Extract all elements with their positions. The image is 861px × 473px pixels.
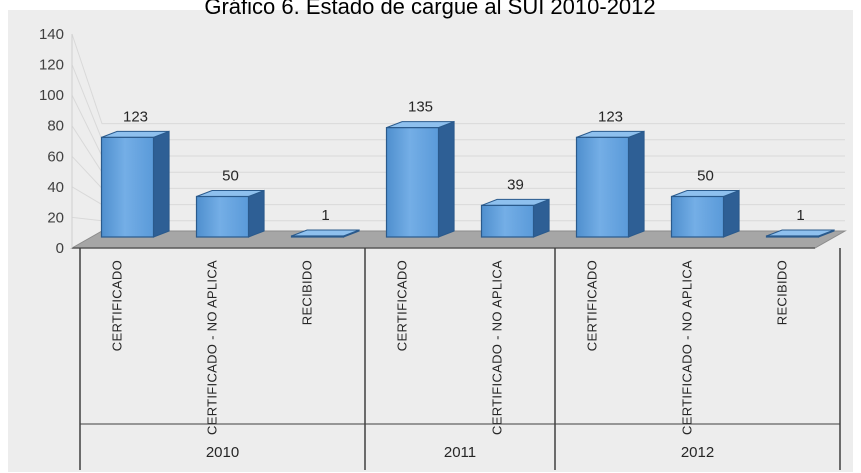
bar-side [628,130,645,238]
data-label: 123 [123,108,148,125]
bar [765,229,835,238]
data-label: 123 [598,108,623,125]
data-label: 39 [507,176,524,193]
data-labels: 123 50 1 135 39 123 50 1 [123,99,805,224]
x-category-label: RECIBIDO [775,260,790,325]
bar [480,198,550,238]
bar-front [385,127,440,238]
y-tick-label: 0 [56,240,64,257]
x-category-label: CERTIFICADO [395,260,410,351]
bar-front [575,136,630,238]
bar [290,229,360,238]
x-group-label: 2012 [681,444,714,461]
y-tick-label: 60 [47,148,64,165]
bar-side [723,189,740,238]
bars [100,120,835,238]
y-tick-label: 100 [39,87,64,104]
y-tick-label: 140 [39,26,64,43]
title-background [0,0,861,10]
x-category-label: CERTIFICADO - NO APLICA [205,260,220,435]
bar-front [290,235,345,238]
x-category-label: RECIBIDO [300,260,315,325]
chart-floor [70,230,847,249]
x-group-label: 2011 [444,444,476,461]
chart-title: Gráfico 6. Estado de cargue al SUI 2010-… [204,0,655,19]
data-label: 50 [222,168,239,185]
x-category-label: CERTIFICADO - NO APLICA [680,260,695,435]
y-tick-label: 20 [47,209,64,226]
y-tick-label: 120 [39,57,64,74]
bar-front [765,235,820,238]
bar-front [195,195,250,238]
bar [670,189,740,238]
bar-side [248,189,265,238]
data-label: 1 [321,207,329,224]
data-label: 135 [408,99,433,116]
bar [100,130,170,238]
bar-side [438,120,455,238]
x-category-label: CERTIFICADO - NO APLICA [490,260,505,435]
gridline [71,33,845,125]
bar [195,189,265,238]
data-label: 50 [697,168,714,185]
x-axis-categories: CERTIFICADO CERTIFICADO - NO APLICA RECIBI… [79,248,841,470]
y-axis: 0 20 40 60 80 100 120 140 [39,26,73,257]
bar-front [670,195,725,238]
y-tick-label: 80 [47,118,64,135]
data-label: 1 [796,207,804,224]
bar-front [480,204,535,238]
bar-side [533,198,550,238]
bar-front [100,136,155,238]
bar-side [153,130,170,238]
y-tick-label: 40 [47,179,64,196]
bar [385,120,455,238]
x-category-label: CERTIFICADO [110,260,125,351]
x-category-label: CERTIFICADO [585,260,600,351]
bar [575,130,645,238]
x-group-label: 2010 [206,444,239,461]
